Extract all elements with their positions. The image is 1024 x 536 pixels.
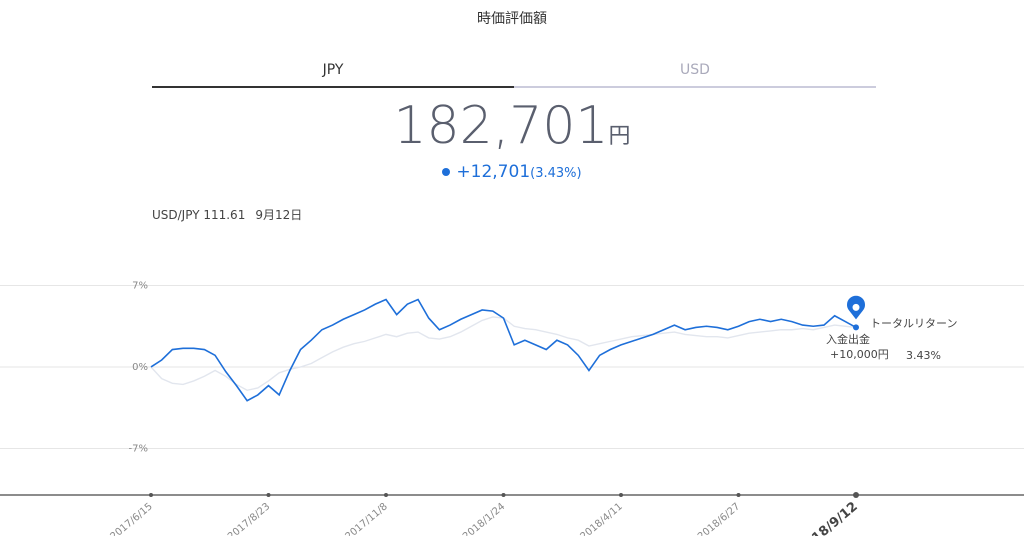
line — [150, 316, 857, 391]
tab[interactable]: USD — [514, 62, 876, 88]
pin-hole — [852, 303, 860, 311]
x-tick-label: 2017/11/8 — [344, 501, 390, 536]
x-tick-label: 2018/1/24 — [461, 501, 507, 536]
amount: 182,701円 — [0, 96, 1024, 156]
x-tick — [384, 493, 388, 497]
rate-date: 9月12日 — [255, 208, 303, 222]
x-tick-label: 2017/6/15 — [109, 501, 155, 536]
x-tick-label: 2018/4/11 — [579, 501, 625, 536]
annotation: 3.43% — [906, 349, 941, 362]
tab[interactable]: JPY — [152, 62, 514, 88]
annotation: 入金出金 — [826, 332, 870, 346]
x-tick — [501, 493, 506, 497]
amount-unit: 円 — [608, 124, 631, 149]
dot — [442, 168, 451, 176]
x-tick — [736, 493, 741, 497]
x-tick — [619, 493, 623, 497]
title: 時価評価額 — [477, 11, 547, 27]
end-dot — [853, 324, 859, 331]
y-tick-label: 7% — [132, 281, 148, 292]
x-tick — [853, 492, 859, 498]
change-value: +12,701 — [456, 162, 531, 182]
x-tick-label: 2018/6/27 — [696, 501, 742, 536]
x-tick — [266, 493, 271, 497]
x-tick-label: 2017/8/23 — [226, 501, 272, 536]
change: +12,701(3.43%) — [0, 162, 1024, 182]
y-tick-label: -7% — [129, 443, 148, 454]
annotation: +10,000円 — [830, 348, 889, 361]
change-pct: (3.43%) — [530, 166, 582, 181]
rate-label: USD/JPY 111.61 — [152, 208, 246, 222]
amount-value: 182,701 — [393, 96, 609, 156]
y-tick-label: 0% — [132, 362, 148, 373]
annotation: トータルリターン — [870, 317, 957, 330]
x-tick-label: 2018/9/12 — [795, 499, 860, 536]
line — [150, 298, 857, 402]
rate: USD/JPY 111.61 9月12日 — [152, 206, 312, 223]
x-tick — [149, 493, 153, 497]
